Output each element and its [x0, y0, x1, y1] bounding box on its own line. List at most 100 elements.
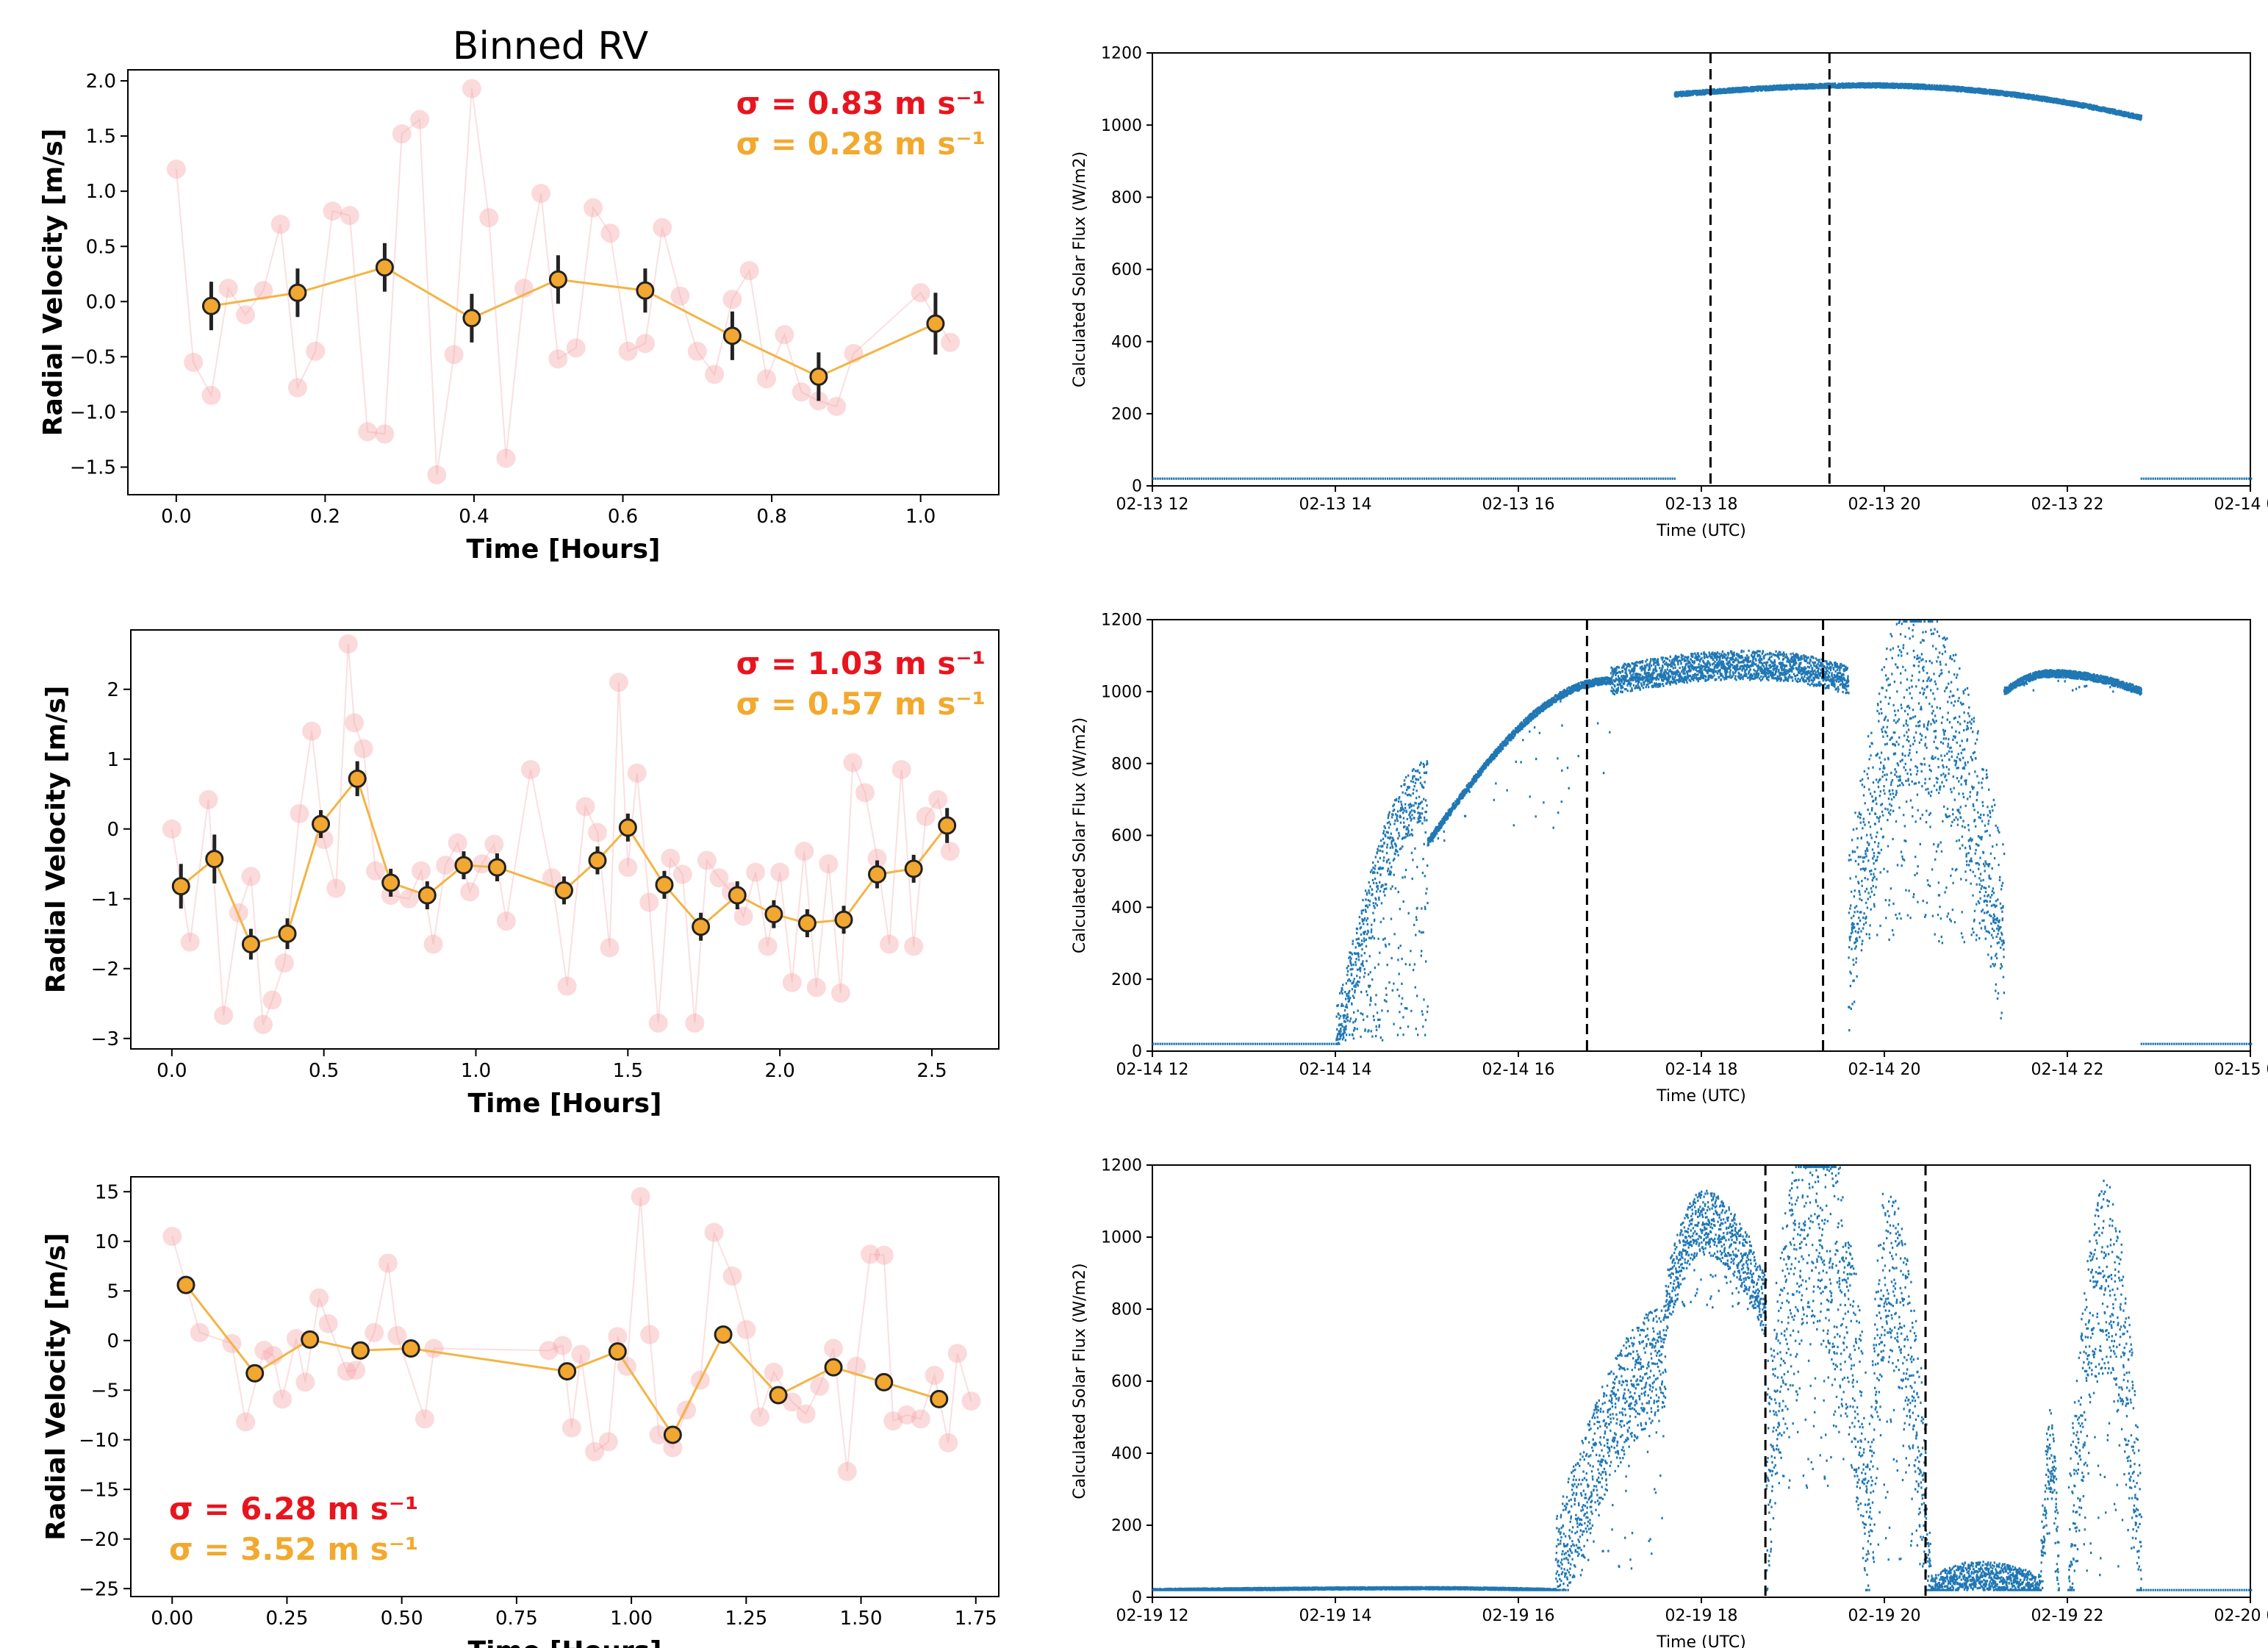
unbinned-point	[365, 861, 385, 881]
y-tick-label: 2.0	[86, 71, 116, 93]
y-tick-label: 0.5	[86, 236, 116, 258]
series-unbinned	[162, 634, 960, 1034]
x-tick-label: 02-14 20	[1848, 1061, 1921, 1079]
unbinned-point	[598, 1432, 618, 1452]
unbinned-point	[810, 1376, 830, 1396]
binned-line	[184, 1284, 940, 1437]
unbinned-point	[733, 906, 753, 926]
unbinned-point	[346, 1361, 366, 1380]
y-tick-label: 200	[1111, 971, 1142, 989]
series-binned	[176, 1275, 949, 1444]
unbinned-point	[746, 862, 766, 882]
x-tick-label: 02-14 00	[2214, 495, 2268, 514]
binned-point	[548, 270, 567, 289]
x-tick-label: 02-13 18	[1665, 495, 1738, 514]
unbinned-point	[462, 79, 481, 98]
unbinned-point	[378, 1253, 398, 1273]
unbinned-point	[410, 110, 430, 129]
series-solar-flux	[1152, 620, 2253, 1045]
panel-flux-middle: 02-14 12 02-14 14 02-14 16 02-14 18 02-14 20…	[1071, 612, 2268, 1106]
unbinned-point	[444, 345, 464, 365]
flux-points	[1335, 760, 1429, 1045]
unbinned-point	[365, 1322, 384, 1342]
unbinned-point	[290, 803, 309, 823]
unbinned-point	[928, 789, 948, 809]
unbinned-point	[166, 160, 186, 179]
unbinned-point	[337, 1361, 356, 1381]
x-tick-label: 1.5	[613, 1060, 643, 1082]
sigma-binned-label: σ = 0.28 m s⁻¹	[736, 126, 986, 162]
binned-point	[655, 875, 674, 895]
unbinned-point	[587, 823, 607, 842]
y-tick-label: 10	[95, 1231, 119, 1253]
unbinned-point	[911, 1409, 930, 1429]
y-tick-label: 0	[107, 1330, 119, 1353]
plot-frame	[127, 69, 1000, 495]
x-tick-label: 02-13 14	[1299, 495, 1372, 514]
y-ticks: 0 200 400 600 800 1000 1200	[1101, 45, 1152, 496]
binned-point	[904, 859, 923, 878]
unbinned-point	[254, 1341, 274, 1361]
plot-frame	[130, 1176, 1000, 1597]
unbinned-point	[792, 382, 811, 402]
unbinned-point	[722, 290, 742, 309]
flux-points	[2067, 1179, 2142, 1591]
y-axis-label: Calculated Solar Flux (W/m2)	[1071, 1263, 1089, 1499]
y-tick-label: 1200	[1101, 612, 1142, 630]
unbinned-point	[739, 261, 759, 281]
unbinned-point	[663, 1438, 683, 1458]
x-tick-label: 02-14 16	[1482, 1061, 1555, 1079]
unbinned-point	[387, 1325, 407, 1345]
y-tick-label: 1000	[1101, 684, 1142, 702]
unbinned-point	[375, 424, 395, 444]
unbinned-point	[916, 806, 936, 826]
y-axis-label: Radial Velocity [m/s]	[38, 129, 68, 437]
unbinned-point	[229, 903, 248, 922]
flux-points	[2003, 669, 2142, 696]
unbinned-point	[608, 1327, 628, 1347]
unbinned-point	[941, 332, 961, 352]
y-axis-label: Radial Velocity [m/s]	[41, 686, 71, 994]
y-tick-label: −10	[79, 1430, 119, 1452]
x-tick-label: 2.0	[764, 1060, 794, 1082]
y-tick-label: 5	[107, 1280, 119, 1303]
unbinned-point	[236, 305, 256, 325]
y-tick-label: 800	[1111, 1301, 1142, 1319]
x-axis-label: Time (UTC)	[1656, 522, 1746, 540]
unbinned-point	[722, 1266, 742, 1286]
binned-point	[926, 314, 945, 333]
y-tick-label: −25	[79, 1578, 119, 1600]
x-tick-label: 0.6	[608, 506, 638, 528]
unbinned-point	[649, 1425, 669, 1444]
binned-point	[401, 1339, 420, 1358]
unbinned-point	[198, 789, 218, 809]
unbinned-point	[687, 341, 707, 361]
unbinned-point	[412, 861, 431, 881]
plot-frame	[130, 629, 1000, 1050]
panel-rv-bottom: 0.00 0.25 0.50 0.75 1.00 1.25 1.50 1.75 −25 −20 −1…	[41, 1176, 1000, 1648]
x-tick-label: 0.75	[495, 1608, 538, 1630]
x-tick-label: 0.8	[756, 506, 786, 528]
y-tick-label: 400	[1111, 899, 1142, 917]
binned-point	[375, 258, 394, 277]
flux-points	[1665, 1189, 1768, 1337]
unbinned-point	[635, 334, 655, 354]
unbinned-point	[273, 1389, 293, 1409]
unbinned-point	[184, 352, 204, 372]
unbinned-line	[175, 88, 952, 476]
unbinned-line	[171, 643, 951, 1025]
unbinned-point	[424, 1339, 444, 1358]
unbinned-point	[542, 868, 561, 888]
series-unbinned	[162, 1186, 981, 1481]
binned-point	[454, 856, 473, 875]
y-tick-label: 1.0	[86, 181, 116, 203]
x-tick-label: 0.4	[459, 506, 489, 528]
y-tick-label: 0	[1132, 1043, 1142, 1061]
y-tick-label: 1	[107, 749, 119, 771]
unbinned-point	[326, 878, 346, 898]
binned-point	[797, 914, 817, 933]
binned-point	[824, 1358, 843, 1377]
unbinned-point	[775, 325, 794, 345]
y-tick-label: −15	[79, 1479, 119, 1501]
y-tick-label: 800	[1111, 755, 1142, 773]
